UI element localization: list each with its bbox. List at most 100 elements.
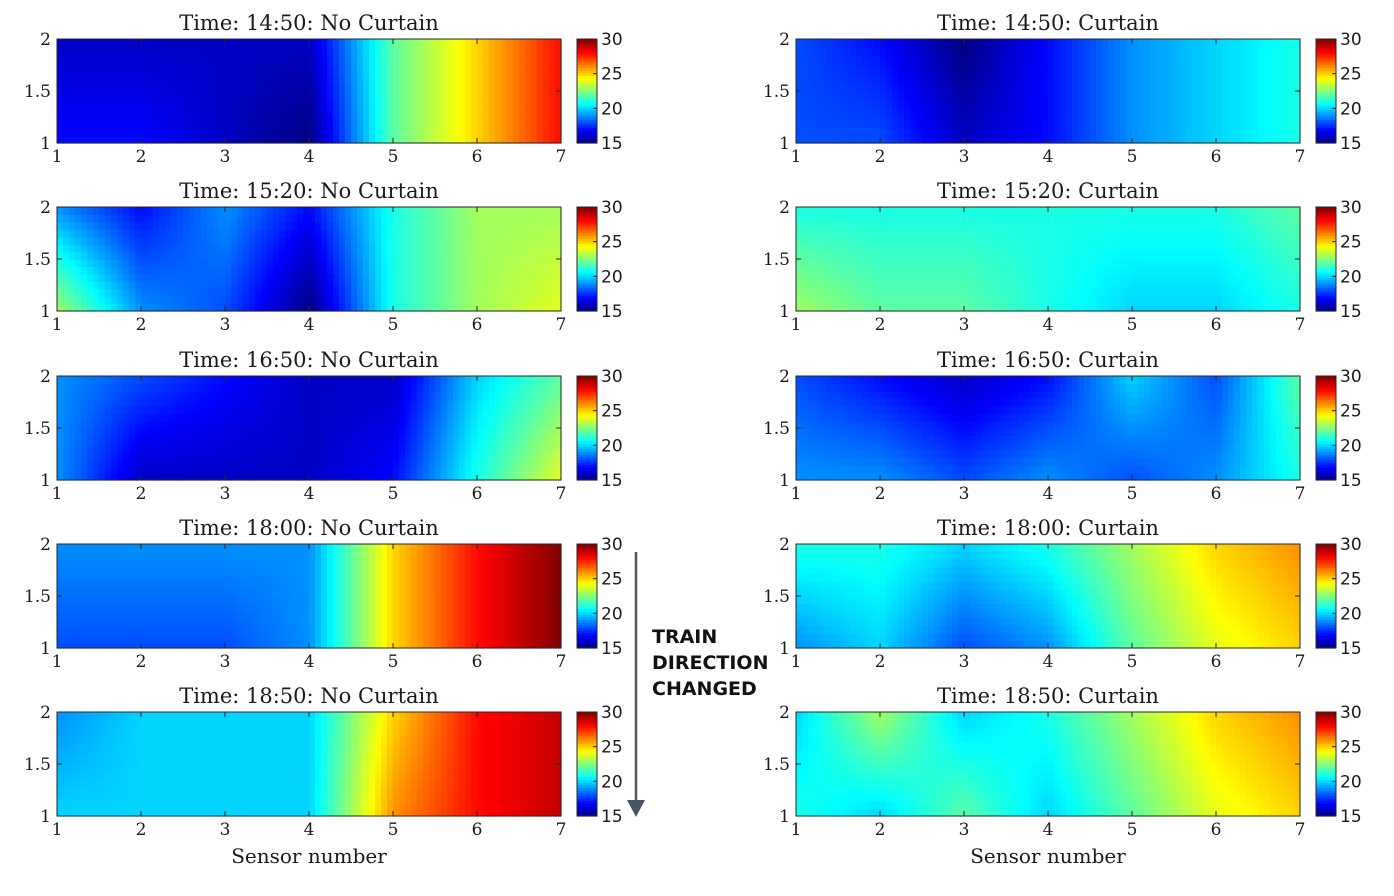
heat-cell	[81, 304, 88, 312]
heat-cell	[1108, 259, 1115, 267]
heat-cell	[309, 222, 316, 230]
heat-cell	[946, 207, 953, 215]
heat-cell	[297, 106, 304, 114]
heat-cell	[1102, 244, 1109, 252]
heat-cell	[898, 266, 905, 274]
heat-cell	[922, 259, 929, 267]
heat-cell	[357, 76, 364, 84]
heat-cell	[1180, 296, 1187, 304]
heat-cell	[1156, 113, 1163, 121]
heat-cell	[411, 296, 418, 304]
heat-cell	[1108, 128, 1115, 136]
heat-cell	[363, 46, 370, 54]
heat-cell	[838, 237, 845, 245]
heat-cell	[75, 222, 82, 230]
heat-cell	[1162, 84, 1169, 92]
heat-cell	[525, 296, 532, 304]
heat-cell	[850, 91, 857, 99]
heat-cell	[886, 214, 893, 222]
heat-cell	[1012, 304, 1019, 312]
heat-cell	[1060, 76, 1067, 84]
heat-cell	[159, 128, 166, 136]
heat-cell	[261, 98, 268, 106]
heat-cell	[513, 128, 520, 136]
heat-cell	[1156, 91, 1163, 99]
heat-cell	[279, 252, 286, 260]
heat-cell	[249, 259, 256, 267]
heat-cell	[387, 84, 394, 92]
heat-cell	[111, 259, 118, 267]
heat-cell	[69, 54, 76, 62]
heat-cell	[417, 207, 424, 215]
heat-cell	[1066, 91, 1073, 99]
heat-cell	[429, 214, 436, 222]
heat-cell	[958, 113, 965, 121]
heat-cell	[405, 136, 412, 144]
heat-cell	[135, 214, 142, 222]
heat-cell	[1252, 266, 1259, 274]
heat-cell	[525, 61, 532, 69]
heat-cell	[1096, 106, 1103, 114]
heat-cell	[393, 69, 400, 77]
heat-cell	[1216, 46, 1223, 54]
heat-cell	[423, 214, 430, 222]
heat-cell	[183, 61, 190, 69]
heat-cell	[916, 229, 923, 237]
heat-cell	[928, 76, 935, 84]
heat-cell	[303, 113, 310, 121]
heat-cell	[820, 61, 827, 69]
heat-cell	[435, 128, 442, 136]
heat-cell	[982, 296, 989, 304]
heat-cell	[123, 128, 130, 136]
heat-cell	[75, 289, 82, 297]
heat-cell	[886, 54, 893, 62]
heat-cell	[273, 136, 280, 144]
heat-cell	[345, 244, 352, 252]
heat-cell	[1282, 106, 1289, 114]
heat-cell	[531, 274, 538, 282]
heat-cell	[1066, 121, 1073, 129]
heat-cell	[1036, 113, 1043, 121]
x-tick-label: 7	[1295, 315, 1306, 335]
heat-cell	[820, 281, 827, 289]
heat-cell	[207, 266, 214, 274]
heat-cell	[826, 259, 833, 267]
heat-cell	[357, 54, 364, 62]
heat-cell	[1018, 106, 1025, 114]
heat-cell	[1144, 54, 1151, 62]
heat-cell	[177, 266, 184, 274]
heat-cell	[387, 128, 394, 136]
heat-cell	[123, 244, 130, 252]
heat-cell	[171, 69, 178, 77]
heat-cell	[1168, 289, 1175, 297]
heat-cell	[1264, 266, 1271, 274]
heat-cell	[844, 237, 851, 245]
heat-cell	[1060, 121, 1067, 129]
heat-cell	[1102, 207, 1109, 215]
heat-cell	[477, 136, 484, 144]
heat-cell	[201, 84, 208, 92]
heat-cell	[1198, 207, 1205, 215]
heat-cell	[417, 289, 424, 297]
heat-cell	[1228, 54, 1235, 62]
heat-cell	[892, 128, 899, 136]
heat-cell	[862, 229, 869, 237]
heat-cell	[183, 121, 190, 129]
heat-cell	[880, 304, 887, 312]
heat-cell	[844, 69, 851, 77]
heat-cell	[327, 128, 334, 136]
heat-cell	[820, 106, 827, 114]
heat-cell	[802, 207, 809, 215]
heat-cell	[988, 214, 995, 222]
colorbar-tick-label: 30	[601, 30, 623, 50]
heat-cell	[159, 121, 166, 129]
heat-cell	[387, 214, 394, 222]
heat-cell	[165, 61, 172, 69]
heat-cell	[1180, 281, 1187, 289]
heat-cell	[501, 281, 508, 289]
heat-cell	[171, 113, 178, 121]
heat-cell	[1162, 259, 1169, 267]
heat-cell	[808, 113, 815, 121]
heat-cell	[1204, 252, 1211, 260]
heat-cell	[225, 61, 232, 69]
